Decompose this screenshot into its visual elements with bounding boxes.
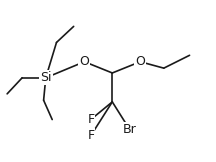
Text: Br: Br — [123, 123, 136, 136]
Text: F: F — [87, 113, 94, 126]
Text: O: O — [79, 55, 89, 68]
Text: O: O — [135, 55, 145, 68]
Text: F: F — [87, 129, 94, 142]
Text: Si: Si — [40, 71, 51, 84]
